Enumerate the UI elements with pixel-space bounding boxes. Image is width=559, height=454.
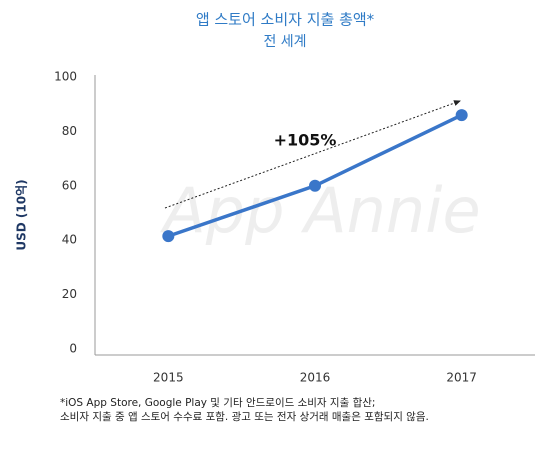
trend-arrow [164, 100, 461, 209]
y-tick-label: 20 [62, 287, 77, 301]
x-tick-label: 2015 [153, 371, 184, 385]
y-axis-label: USD (10억) [15, 179, 29, 250]
data-point [309, 179, 321, 192]
data-point [162, 230, 175, 243]
data-point [455, 109, 468, 122]
chart-title: 앱 스토어 소비자 지출 총액* [196, 11, 375, 29]
y-tick-label: 60 [62, 178, 77, 192]
chart-subtitle: 전 세계 [263, 34, 306, 50]
y-tick-label: 0 [69, 342, 77, 356]
x-tick-label: 2016 [300, 371, 331, 385]
y-tick-label: 40 [62, 233, 77, 247]
y-tick-label: 100 [54, 70, 77, 84]
y-tick-label: 80 [62, 124, 77, 138]
x-tick-label: 2017 [446, 371, 477, 385]
footnote: *iOS App Store, Google Play 및 기타 안드로이드 소… [60, 397, 375, 409]
annotation: +105% [274, 131, 337, 150]
footnote: 소비자 지출 중 앱 스토어 수수료 포함. 광고 또는 전자 상거래 매출은 … [60, 411, 429, 423]
